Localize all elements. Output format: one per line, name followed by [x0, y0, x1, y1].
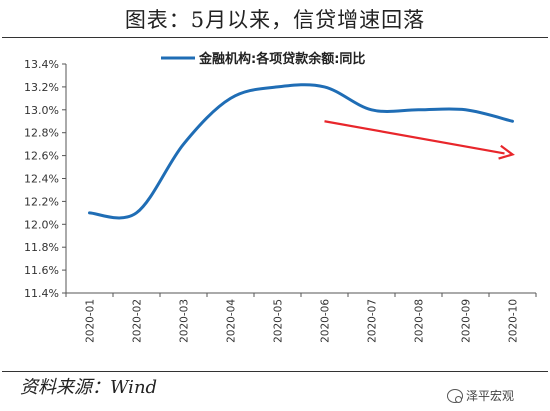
y-tick-label: 13.4% — [24, 58, 59, 71]
trend-arrow — [324, 120, 515, 160]
series-line — [88, 83, 514, 220]
source-note: 资料来源：Wind — [20, 377, 158, 398]
y-tick-label: 12.8% — [24, 127, 59, 140]
x-tick-label: 2020-03 — [179, 299, 191, 343]
x-axis: 2020-01 2020-02 2020-03 2020-04 2020-05 2020-… — [65, 292, 537, 343]
title-rule — [2, 37, 548, 38]
watermark: 泽平宏观 — [447, 387, 514, 404]
watermark-text: 泽平宏观 — [466, 389, 515, 403]
trend-arrow-shaft — [324, 120, 505, 155]
x-tick-label: 2020-05 — [273, 299, 285, 343]
trend-arrow-head — [498, 144, 515, 160]
y-tick-label: 11.6% — [24, 264, 59, 277]
legend: 金融机构:各项贷款余额:同比 — [161, 51, 365, 67]
y-axis: 11.4% 11.6% 11.8% 12.0% 12.2% 12.4% 12.6% 12.8%… — [24, 58, 67, 300]
wechat-icon — [447, 388, 463, 403]
x-tick-label: 2020-10 — [508, 299, 520, 343]
y-tick-label: 12.0% — [24, 218, 59, 231]
y-tick-label: 12.6% — [24, 150, 59, 163]
x-tick-label: 2020-04 — [226, 299, 238, 343]
y-tick-label: 11.8% — [24, 241, 59, 254]
y-tick-label: 12.4% — [24, 173, 59, 186]
chart-title: 图表：5月以来，信贷增速回落 — [124, 8, 426, 32]
x-tick-label: 2020-08 — [414, 299, 426, 343]
x-tick-label: 2020-09 — [461, 299, 473, 343]
footer-rule — [2, 371, 548, 372]
y-tick-label: 13.2% — [24, 81, 59, 94]
y-tick-label: 13.0% — [24, 104, 59, 117]
x-tick-label: 2020-06 — [320, 299, 332, 343]
x-tick-label: 2020-02 — [132, 299, 144, 343]
y-tick-label: 12.2% — [24, 195, 59, 208]
x-tick-label: 2020-07 — [367, 299, 379, 343]
legend-label: 金融机构:各项贷款余额:同比 — [198, 51, 365, 67]
y-tick-label: 11.4% — [24, 287, 59, 300]
x-tick-label: 2020-01 — [85, 299, 97, 343]
